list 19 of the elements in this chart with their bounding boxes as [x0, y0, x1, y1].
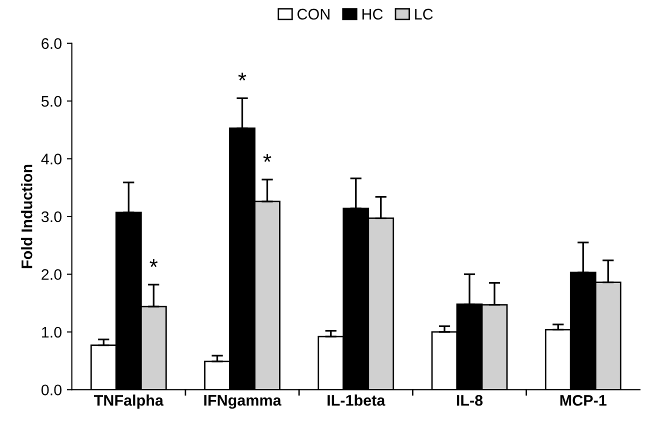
y-tick-label: 0.0 — [41, 384, 62, 396]
x-tick-label: IL-1beta — [328, 394, 386, 406]
legend-label: HC — [362, 8, 383, 20]
y-tick-label: 1.0 — [42, 326, 62, 338]
legend-label: LC — [415, 8, 433, 20]
y-tick-label: 2.0 — [42, 269, 62, 280]
x-tick-label: TNFalpha — [94, 394, 164, 409]
y-tick-label: 6.0 — [42, 38, 62, 49]
y-axis-title: Fold Induction — [21, 164, 32, 268]
y-tick-label: 5.0 — [41, 96, 62, 107]
data-label: * — [150, 259, 158, 267]
data-label: * — [238, 72, 246, 80]
x-tick-label: IFNgamma — [204, 395, 282, 409]
data-label: * — [263, 154, 272, 162]
y-tick-label: 3.0 — [41, 211, 62, 222]
legend-label: CON — [298, 8, 330, 20]
y-tick-label: 4.0 — [41, 154, 62, 164]
x-tick-label: MCP-1 — [560, 394, 606, 406]
x-tick-label: IL-8 — [456, 394, 483, 406]
